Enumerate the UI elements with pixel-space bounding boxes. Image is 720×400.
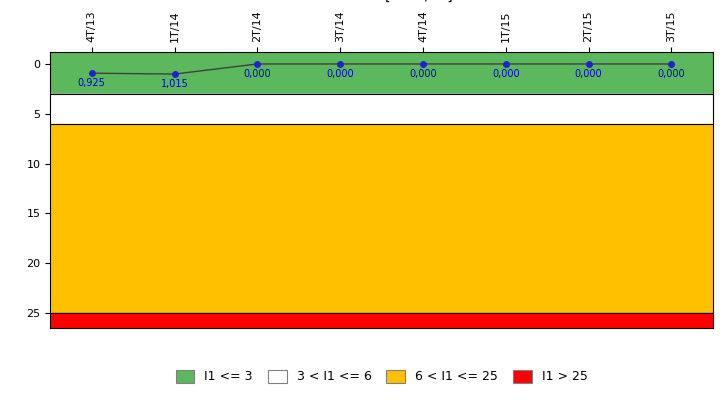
Text: 0,000: 0,000: [409, 69, 437, 79]
Text: 0,925: 0,925: [78, 78, 106, 88]
Title: Almaraz II [I1 3T/15]: Almaraz II [I1 3T/15]: [311, 0, 452, 2]
Text: 0,000: 0,000: [657, 69, 685, 79]
Text: 0,000: 0,000: [243, 69, 271, 79]
Text: 0,000: 0,000: [492, 69, 520, 79]
Text: 0,000: 0,000: [575, 69, 603, 79]
Legend: I1 <= 3, 3 < I1 <= 6, 6 < I1 <= 25, I1 > 25: I1 <= 3, 3 < I1 <= 6, 6 < I1 <= 25, I1 >…: [169, 364, 594, 390]
Text: 0,000: 0,000: [326, 69, 354, 79]
Text: 1,015: 1,015: [161, 79, 189, 89]
